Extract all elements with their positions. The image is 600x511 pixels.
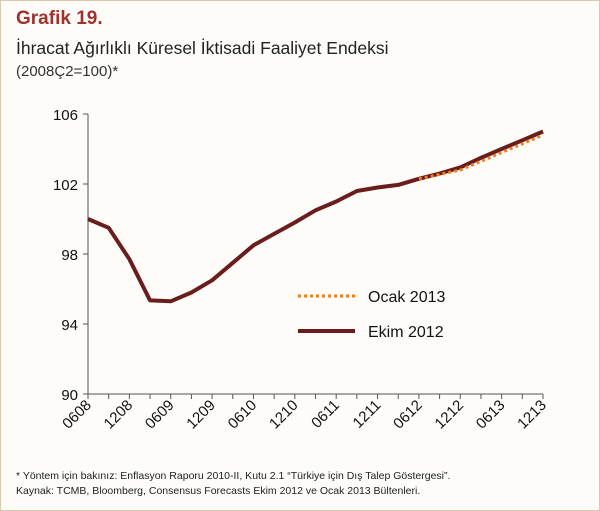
chart-unit: (2008Ç2=100)* (16, 63, 119, 80)
footnote-method: * Yöntem için bakınız: Enflasyon Raporu … (16, 470, 451, 482)
y-tick-label: 94 (61, 317, 78, 334)
axes (87, 114, 543, 395)
x-tick-label: 0613 (473, 397, 509, 433)
footnotes: * Yöntem için bakınız: Enflasyon Raporu … (16, 469, 450, 499)
chart-subtitle: İhracat Ağırlıklı Küresel İktisadi Faali… (16, 38, 389, 58)
y-tick-label: 102 (53, 177, 78, 194)
y-tick-label: 106 (53, 107, 78, 124)
series-lines (87, 129, 544, 304)
x-tick-label: 0611 (308, 397, 343, 432)
x-tick-label: 1211 (350, 397, 385, 432)
legend-label-ekim-2012: Ekim 2012 (368, 324, 444, 341)
x-tick-label: 0610 (225, 397, 261, 433)
legend: Ocak 2013 Ekim 2012 (298, 289, 445, 341)
x-tick-label: 0609 (142, 397, 178, 433)
x-tick-label: 1209 (183, 397, 219, 433)
x-tick-label: 1210 (266, 397, 302, 433)
x-tick-label: 1212 (431, 397, 467, 433)
y-tick-label: 98 (61, 247, 78, 264)
legend-label-ocak-2013: Ocak 2013 (368, 289, 445, 306)
y-axis-ticks: 90 94 98 102 106 (53, 107, 88, 404)
x-tick-label: 1208 (101, 397, 137, 433)
chart-title: Grafik 19. (16, 8, 103, 29)
x-tick-label: 0612 (390, 397, 426, 433)
y-tick-label: 90 (61, 387, 78, 404)
x-axis-ticks: 0608 1208 0609 1209 0610 1210 0611 1211 0612 1212… (59, 394, 550, 432)
footnote-source: Kaynak: TCMB, Bloomberg, Consensus Forec… (16, 485, 421, 497)
series-line-ekim-2012 (87, 129, 544, 304)
series-line-ocak-2013 (418, 133, 544, 181)
x-tick-label: 1213 (514, 397, 550, 433)
